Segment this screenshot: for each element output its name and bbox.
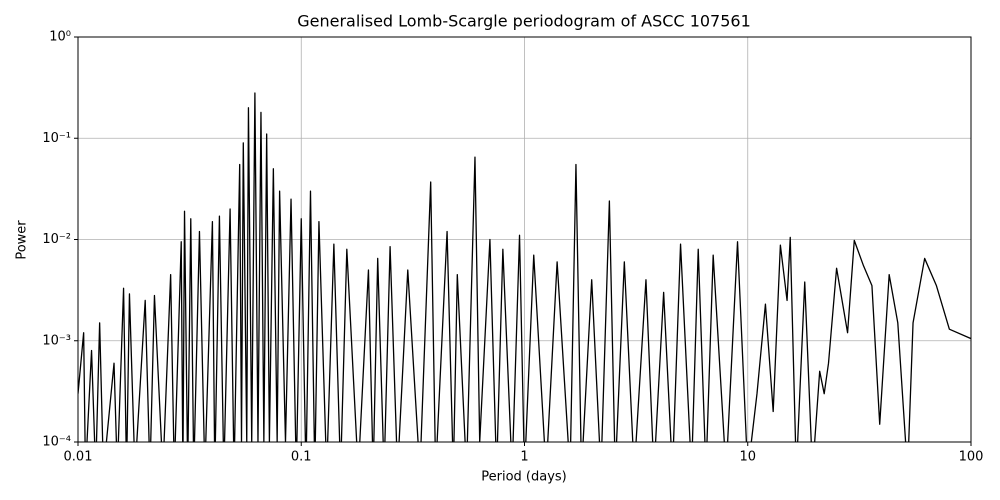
x-tick-label: 10 xyxy=(739,450,756,465)
y-tick-label: 10⁰ xyxy=(49,30,71,45)
x-tick-label: 0.1 xyxy=(291,450,312,465)
y-tick-label: 10⁻⁴ xyxy=(42,435,71,450)
y-tick-label: 10⁻² xyxy=(42,232,71,247)
y-axis-label: Power xyxy=(15,220,30,260)
periodogram-line xyxy=(78,92,971,442)
y-tick-label: 10⁻³ xyxy=(42,333,71,348)
plot-area xyxy=(78,92,971,442)
x-tick-label: 0.01 xyxy=(64,450,93,465)
x-tick-label: 1 xyxy=(520,450,528,465)
x-tick-label: 100 xyxy=(959,450,984,465)
ticks: 0.01 0.1 1 10 100 10⁻⁴ 10⁻³ 10⁻² 10⁻¹ 10⁰ xyxy=(42,30,983,465)
y-tick-label: 10⁻¹ xyxy=(42,131,71,146)
chart-title: Generalised Lomb-Scargle periodogram of … xyxy=(297,12,751,31)
x-axis-label: Period (days) xyxy=(481,470,567,485)
